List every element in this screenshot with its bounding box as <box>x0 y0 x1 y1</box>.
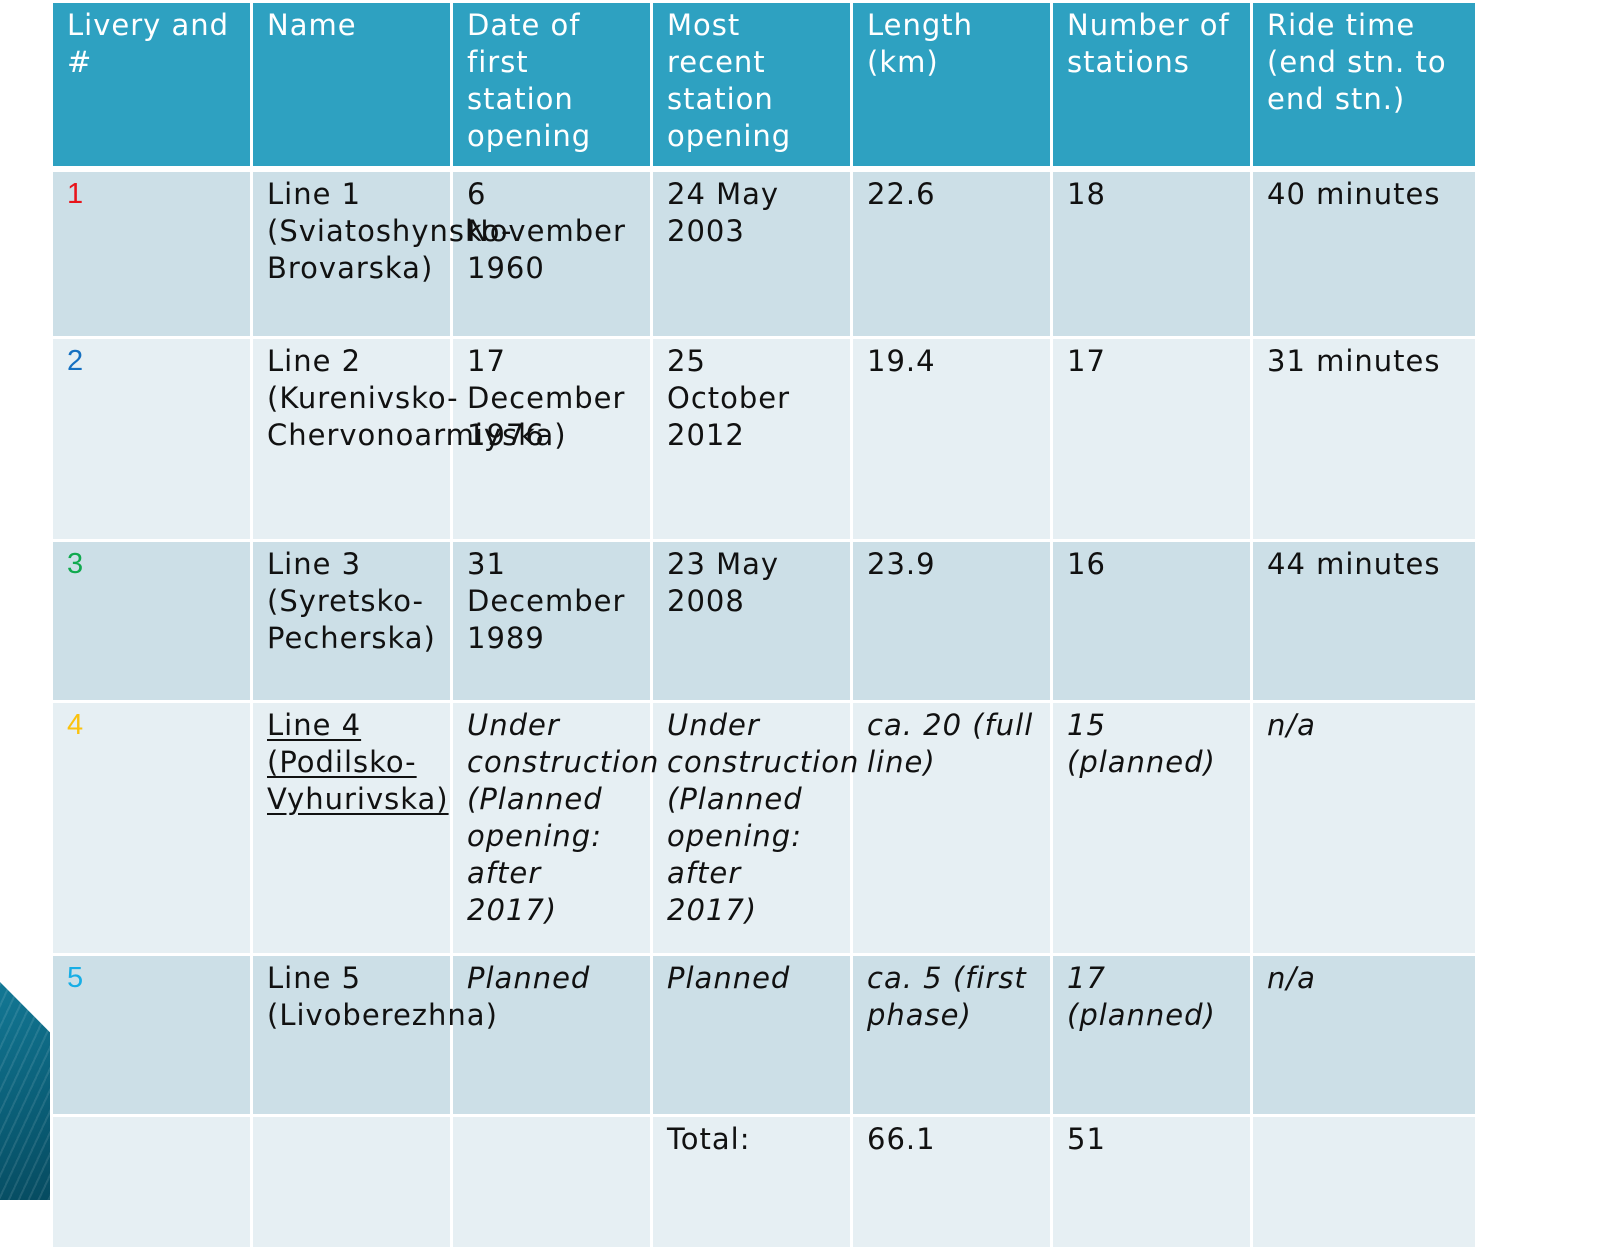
empty-cell <box>250 1114 453 1250</box>
livery-number: 4 <box>50 700 253 956</box>
total-label: Total: <box>650 1114 853 1250</box>
recent-opening: 24 May 2003 <box>650 167 853 339</box>
first-opening: 6 November 1960 <box>450 167 653 339</box>
station-count: 15 (planned) <box>1050 700 1253 956</box>
line-name-link[interactable]: Line 4 (Podilsko-Vyhurivska) <box>250 700 453 956</box>
length-km: 22.6 <box>850 167 1053 339</box>
station-count: 18 <box>1050 167 1253 339</box>
recent-opening: 23 May 2008 <box>650 539 853 703</box>
header-stations: Number of stations <box>1050 0 1253 172</box>
ride-time: 31 minutes <box>1250 336 1478 542</box>
first-opening: Planned <box>450 953 653 1117</box>
header-ride-time: Ride time (end stn. to end stn.) <box>1250 0 1478 172</box>
recent-opening: Under construction (Planned opening: aft… <box>650 700 858 956</box>
table-row: 5 Line 5 (Livoberezhna) Planned Planned … <box>50 953 1478 1117</box>
length-km: ca. 5 (first phase) <box>850 953 1053 1117</box>
table-row: 1 Line 1 (Sviatoshynsko-Brovarska) 6 Nov… <box>50 167 1478 339</box>
first-opening: 31 December 1989 <box>450 539 653 703</box>
livery-number: 5 <box>50 953 253 1117</box>
header-recent-opening: Most recent station opening <box>650 0 853 172</box>
livery-number: 2 <box>50 336 253 542</box>
station-count: 17 <box>1050 336 1253 542</box>
length-km: 23.9 <box>850 539 1053 703</box>
header-row: Livery and # Name Date of first station … <box>50 0 1478 172</box>
first-opening: 17 December 1976 <box>450 336 653 542</box>
table-row: 4 Line 4 (Podilsko-Vyhurivska) Under con… <box>50 700 1478 956</box>
table-row: 3 Line 3 (Syretsko-Pecherska) 31 Decembe… <box>50 539 1478 703</box>
livery-number: 1 <box>50 167 253 339</box>
first-opening: Under construction (Planned opening: aft… <box>450 700 658 956</box>
line-name: Line 2 (Kurenivsko-Chervonoarmiyska) <box>250 336 566 542</box>
ride-time: 40 minutes <box>1250 167 1478 339</box>
station-count: 17 (planned) <box>1050 953 1253 1117</box>
line-name: Line 3 (Syretsko-Pecherska) <box>250 539 453 703</box>
total-stations: 51 <box>1050 1114 1253 1250</box>
empty-cell <box>450 1114 653 1250</box>
total-length: 66.1 <box>850 1114 1053 1250</box>
empty-cell <box>50 1114 253 1250</box>
empty-cell <box>1250 1114 1478 1250</box>
table-row: 2 Line 2 (Kurenivsko-Chervonoarmiyska) 1… <box>50 336 1478 542</box>
recent-opening: Planned <box>650 953 853 1117</box>
corner-decoration <box>0 982 52 1200</box>
length-km: 19.4 <box>850 336 1053 542</box>
livery-number: 3 <box>50 539 253 703</box>
line-name: Line 1 (Sviatoshynsko-Brovarska) <box>250 167 511 339</box>
station-count: 16 <box>1050 539 1253 703</box>
ride-time: n/a <box>1250 700 1478 956</box>
header-name: Name <box>250 0 453 172</box>
line-name: Line 5 (Livoberezhna) <box>250 953 497 1117</box>
ride-time: n/a <box>1250 953 1478 1117</box>
ride-time: 44 minutes <box>1250 539 1478 703</box>
metro-lines-table: Livery and # Name Date of first station … <box>50 0 1478 1250</box>
header-livery: Livery and # <box>50 0 253 172</box>
header-length: Length (km) <box>850 0 1053 172</box>
total-row: Total: 66.1 51 <box>50 1114 1478 1250</box>
recent-opening: 25 October 2012 <box>650 336 853 542</box>
header-first-opening: Date of first station opening <box>450 0 653 172</box>
length-km: ca. 20 (full line) <box>850 700 1053 956</box>
